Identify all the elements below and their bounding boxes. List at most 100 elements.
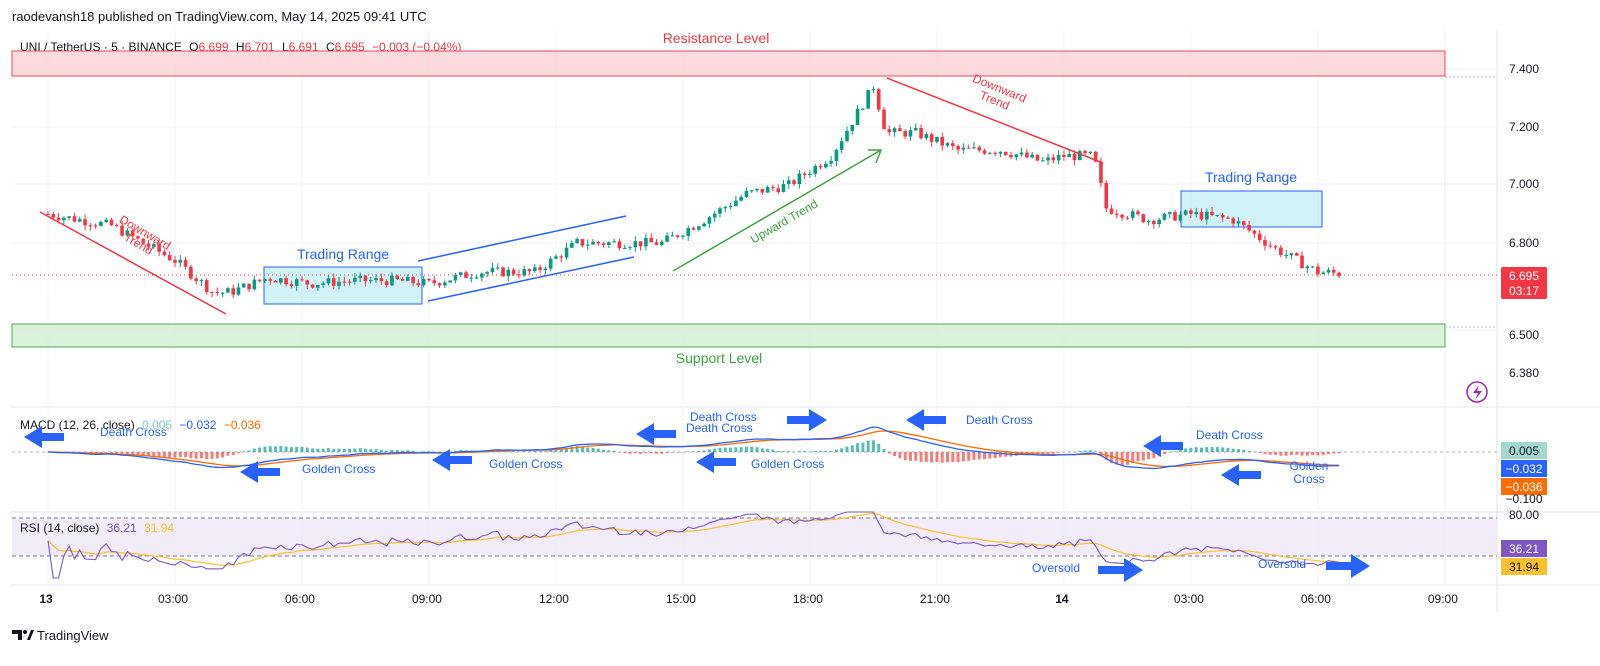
macd-hist-bar: [1131, 452, 1135, 463]
candle-body: [538, 267, 542, 271]
candle-body: [501, 267, 505, 277]
candle-body: [765, 187, 770, 193]
macd-hist-bar: [771, 449, 775, 452]
macd-hist-bar: [1268, 452, 1272, 455]
candle-body: [1204, 211, 1209, 220]
candle-body: [686, 228, 691, 236]
candle-body: [384, 281, 389, 286]
candle-body: [966, 147, 971, 149]
macd-hist-bar: [1147, 452, 1151, 460]
candle-body: [903, 131, 907, 137]
candle-body: [1067, 153, 1072, 158]
candle-body: [279, 278, 283, 283]
candle-body: [612, 241, 616, 243]
macd-hist-bar: [575, 446, 579, 452]
candle-body: [935, 136, 939, 142]
macd-hist-bar: [517, 451, 521, 453]
candle-body: [644, 237, 648, 247]
candle-body: [834, 149, 839, 162]
candle-body: [46, 214, 50, 215]
price-axis: 7.400 7.200 7.000 6.800 6.500 6.380: [1509, 62, 1539, 380]
macd-hist-bar: [199, 452, 203, 459]
candle-body: [575, 239, 579, 243]
candle-body: [99, 221, 103, 226]
candle-body: [51, 214, 56, 218]
candle-body: [358, 275, 362, 278]
candle-body: [273, 280, 278, 283]
candle-body: [617, 241, 622, 249]
candle-body: [570, 242, 574, 248]
macd-hist-bar: [813, 450, 817, 452]
macd-axis-tags: 0.005 −0.032 −0.036 −0.100: [1501, 442, 1547, 506]
macd-hist-bar: [803, 451, 807, 452]
candle-body: [1210, 211, 1214, 216]
candle-body: [1257, 233, 1262, 241]
candle-body: [1025, 152, 1029, 158]
candle-body: [88, 225, 93, 227]
macd-hist-bar: [326, 448, 330, 452]
macd-hist-bar: [644, 452, 648, 454]
macd-title: MACD (12, 26, close) 0.005 −0.032 −0.036: [20, 418, 261, 432]
candle-body: [432, 280, 437, 284]
lightning-icon[interactable]: [1466, 381, 1488, 403]
macd-hist-bar: [861, 442, 865, 452]
macd-hist-bar: [1295, 452, 1299, 455]
macd-signal-value: −0.036: [224, 418, 261, 432]
candle-body: [654, 242, 659, 245]
candle-body: [189, 266, 193, 279]
tradingview-brand: TradingView: [37, 628, 109, 643]
macd-hist-bar: [718, 447, 722, 452]
macd-hist-bar: [781, 451, 785, 452]
candle-body: [353, 277, 357, 282]
candle-body: [972, 147, 976, 149]
macd-hist-bar: [104, 452, 108, 453]
candle-body: [855, 108, 860, 125]
candle-body: [1199, 212, 1204, 220]
macd-hist-bar: [406, 450, 410, 452]
candle-body: [321, 283, 325, 286]
rsi-axis-80: 80.00: [1509, 508, 1539, 522]
candle-body: [665, 235, 669, 242]
oversold-arrow-1: [1098, 558, 1143, 582]
candle-body: [167, 255, 172, 261]
candle-body: [1009, 154, 1013, 158]
macd-hist-bar: [681, 452, 685, 453]
candle-body: [316, 285, 320, 288]
macd-hist-bar: [565, 447, 569, 452]
candle-body: [850, 124, 855, 131]
candle-body: [622, 248, 627, 250]
candle-body: [839, 141, 844, 150]
macd-hist-bar: [416, 451, 420, 453]
time-tick-label: 09:00: [412, 592, 442, 606]
macd-hist-bar: [1305, 452, 1309, 456]
rsi-line: [47, 511, 1340, 579]
macd-hist-bar: [178, 452, 182, 458]
macd-hist-bar: [533, 451, 537, 452]
candle-body: [1125, 217, 1130, 219]
candle-body: [162, 251, 167, 256]
candle-body: [157, 244, 161, 252]
macd-hist-bar: [141, 452, 145, 456]
time-tick-label: 18:00: [793, 592, 823, 606]
candle-body: [1268, 245, 1273, 247]
macd-hist-bar: [676, 452, 680, 453]
candle-body: [379, 278, 384, 282]
golden-cross-label-2: Golden Cross: [489, 457, 562, 471]
last-price-tag: 6.695 03:17: [1501, 267, 1547, 299]
macd-hist-bar: [760, 448, 764, 452]
candle-body: [681, 235, 685, 237]
macd-hist-bar: [998, 452, 1002, 458]
candle-body: [342, 281, 347, 283]
macd-hist-bar: [1110, 452, 1114, 464]
candle-body: [585, 244, 590, 246]
support-label: Support Level: [676, 350, 762, 366]
candle-body: [400, 278, 405, 281]
candlestick-series: [46, 86, 1341, 299]
trading-range-box-2: [1180, 190, 1323, 228]
macd-axis-tick-low: −0.100: [1505, 492, 1542, 506]
macd-hist-bar: [967, 452, 971, 461]
macd-hist-bar: [739, 447, 743, 452]
macd-hist-bar: [612, 450, 616, 452]
macd-hist-bar: [268, 446, 272, 452]
death-cross-label-2: Death Cross: [686, 421, 753, 435]
